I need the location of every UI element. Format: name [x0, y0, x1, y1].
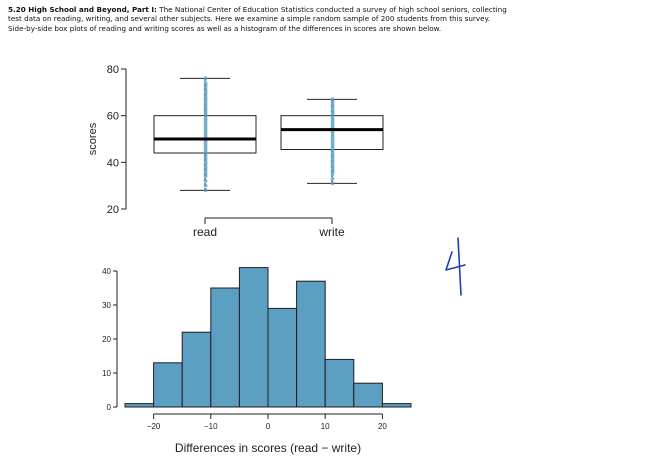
x-tick-label: −10	[204, 422, 218, 431]
histogram-bar	[267, 307, 298, 408]
y-tick-label: 10	[102, 369, 111, 378]
data-point	[203, 179, 208, 183]
histogram-bar	[324, 358, 355, 408]
x-tick-label: −20	[147, 422, 161, 431]
y-tick-label: 40	[102, 267, 111, 276]
data-point	[203, 76, 208, 81]
x-tick-label: 10	[321, 422, 330, 431]
data-point	[330, 181, 335, 186]
data-point	[203, 81, 208, 85]
y-tick-label: 20	[102, 335, 111, 344]
y-tick-label: 0	[107, 403, 112, 412]
data-point	[330, 97, 335, 102]
histogram-bar	[153, 362, 183, 408]
problem-text: 5.20 High School and Beyond, Part I: The…	[8, 5, 508, 33]
histogram-bar	[210, 287, 240, 408]
handwritten-mark	[445, 237, 466, 296]
histogram-chart: 0 10 20 30 40 −20 −10 0 10 20 Differences in score…	[102, 267, 412, 455]
y-tick-label: 80	[107, 64, 119, 76]
histogram-bar	[381, 403, 412, 408]
problem-body: The National Center of Education Statist…	[8, 5, 507, 33]
histogram-bar	[296, 280, 326, 408]
histogram-bar	[238, 267, 269, 408]
data-point	[203, 188, 208, 193]
group-label: write	[318, 225, 345, 239]
y-tick-label: 60	[107, 111, 119, 123]
histogram-bar	[353, 382, 383, 408]
boxplot-chart: 20 40 60 80 scores read write	[87, 64, 384, 239]
histogram-bar	[181, 331, 212, 408]
x-tick-label: 0	[266, 422, 271, 431]
group-label: read	[193, 225, 217, 239]
histogram-bar	[124, 403, 155, 408]
data-point	[330, 176, 335, 181]
data-point	[203, 183, 208, 188]
y-tick-label: 20	[107, 204, 119, 216]
y-tick-label: 30	[102, 301, 111, 310]
y-axis-label: scores	[87, 122, 99, 155]
x-axis-label: Differences in scores (read − write)	[175, 441, 361, 455]
y-tick-label: 40	[107, 157, 119, 169]
problem-heading: 5.20 High School and Beyond, Part I:	[8, 5, 157, 14]
x-tick-label: 20	[378, 422, 387, 431]
